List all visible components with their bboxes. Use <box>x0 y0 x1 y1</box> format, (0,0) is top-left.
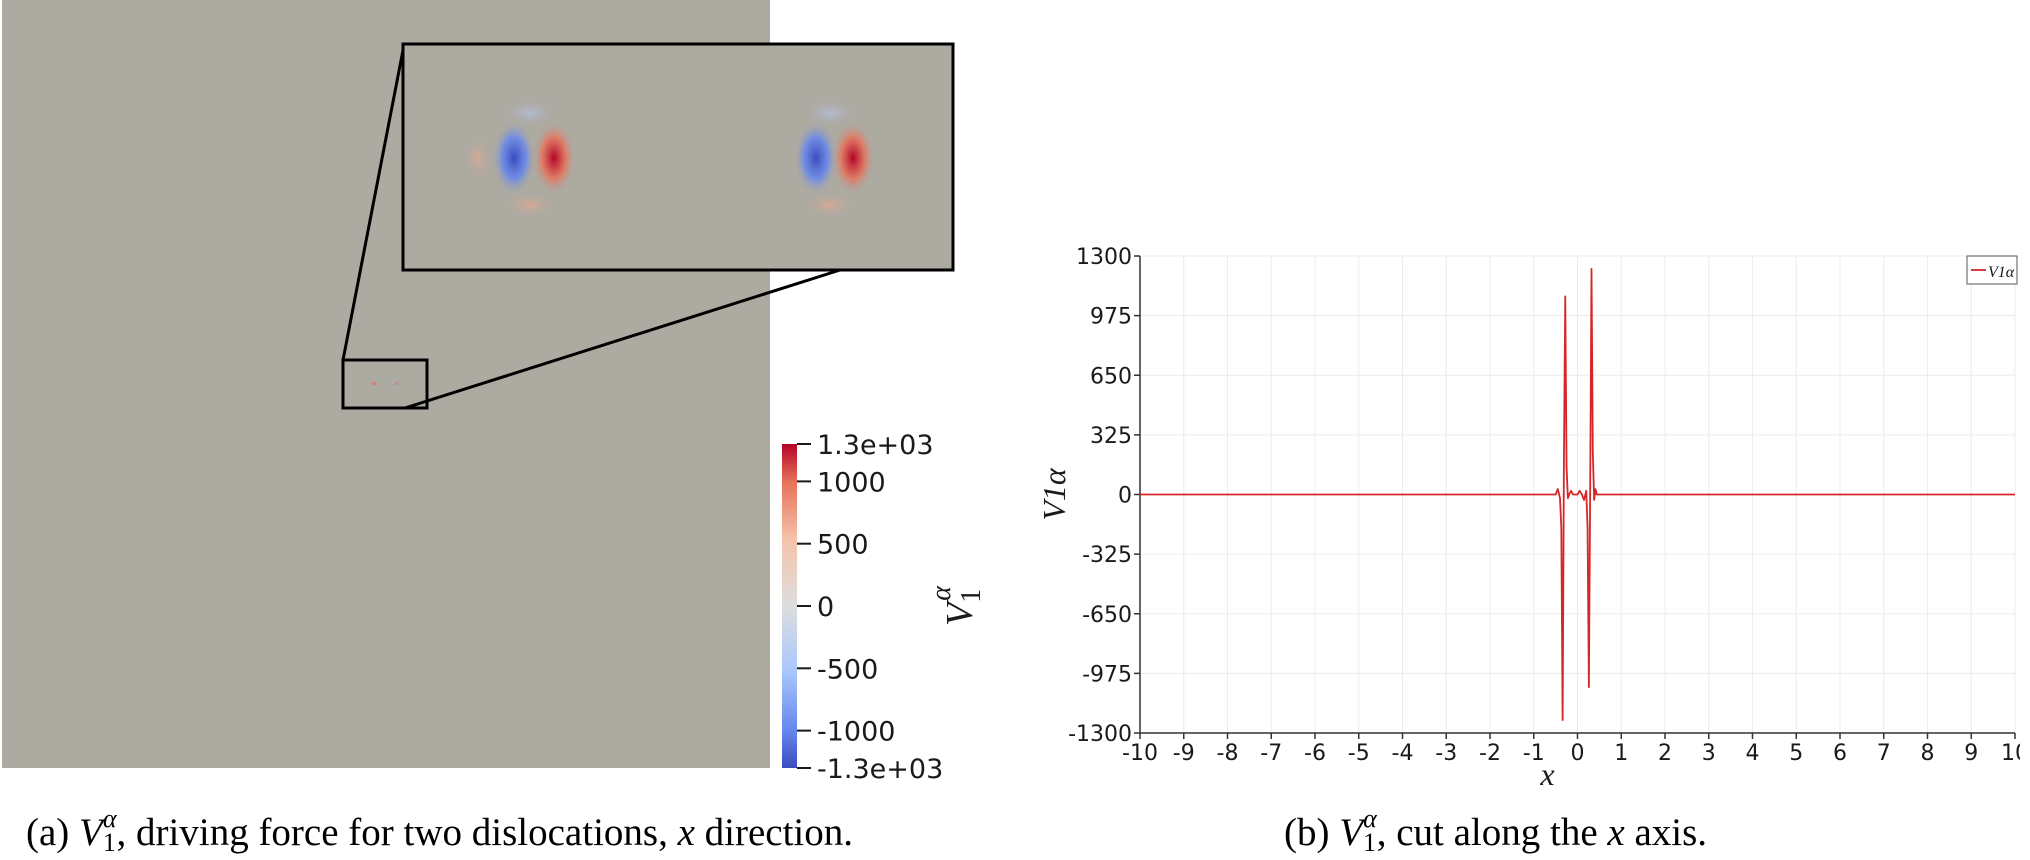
x-tick-label: -3 <box>1435 741 1457 766</box>
dislocation-left-blue-lobe <box>492 120 536 196</box>
x-tick-label: -4 <box>1392 741 1414 766</box>
zoom-connector-bottom <box>404 268 841 410</box>
y-tick-label: -975 <box>1082 662 1132 687</box>
tiny-dislocation-left <box>372 382 376 385</box>
colorbar-tick-label: -1.3e+03 <box>817 754 943 785</box>
dislocation-left-halo-side <box>464 134 492 182</box>
tiny-dislocation-right <box>395 382 399 385</box>
caption-a: (a) Vα 1, driving force for two dislocati… <box>26 804 854 857</box>
colorbar: 1.3e+03 1000 500 0 -500 -1000 -1.3e+03 V1α <box>782 430 987 785</box>
y-tick-label: -650 <box>1082 603 1132 628</box>
y-tick-label: 975 <box>1090 305 1132 330</box>
x-tick-label: 3 <box>1702 741 1716 766</box>
x-tick-label: 2 <box>1658 741 1672 766</box>
colorbar-tick-label: -500 <box>817 654 878 685</box>
y-tick-label: 650 <box>1090 364 1132 389</box>
x-tick-label: -5 <box>1348 741 1370 766</box>
x-tick-label: -6 <box>1304 741 1326 766</box>
zoom-inset <box>401 42 955 272</box>
x-tick-label: 5 <box>1789 741 1803 766</box>
x-tick-label: 0 <box>1571 741 1585 766</box>
chart-axes: -10-9-8-7-6-5-4-3-2-10123456789101300975… <box>1036 245 2020 790</box>
x-tick-label: 8 <box>1921 741 1935 766</box>
x-tick-label: 4 <box>1746 741 1760 766</box>
line-chart: -10-9-8-7-6-5-4-3-2-10123456789101300975… <box>1036 245 2020 790</box>
y-axis-label: V1α <box>1036 467 1072 521</box>
dislocation-right-red-lobe <box>831 120 875 196</box>
legend-label: V1α <box>1988 264 2015 281</box>
x-tick-label: 9 <box>1964 741 1978 766</box>
series-line <box>1140 267 2015 722</box>
chart-series <box>1140 267 2015 722</box>
dislocation-right-halo-bottom <box>802 191 858 219</box>
y-tick-label: 1300 <box>1076 245 1132 270</box>
x-tick-label: 6 <box>1833 741 1847 766</box>
colorbar-title: V1α <box>926 585 987 626</box>
x-axis-label: x <box>1539 756 1554 790</box>
colorbar-tick-label: 500 <box>817 530 869 561</box>
zoom-connector-top <box>341 44 406 361</box>
zoom-region-box <box>341 358 429 410</box>
colorbar-tick-label: 1.3e+03 <box>817 430 934 461</box>
x-tick-label: -10 <box>1122 741 1158 766</box>
colorbar-tick-label: 0 <box>817 592 834 623</box>
y-tick-label: 0 <box>1118 484 1132 509</box>
colorbar-gradient <box>782 444 797 768</box>
x-tick-label: 7 <box>1877 741 1891 766</box>
y-tick-label: -1300 <box>1068 722 1132 747</box>
colorbar-tick-label: 1000 <box>817 467 886 498</box>
dislocation-left-red-lobe <box>532 120 576 196</box>
x-tick-label: -7 <box>1260 741 1282 766</box>
field-plot-panel: 1.3e+03 1000 500 0 -500 -1000 -1.3e+03 V1α <box>2 0 987 785</box>
y-tick-label: 325 <box>1090 424 1132 449</box>
x-tick-label: -2 <box>1479 741 1501 766</box>
dislocation-left-halo-bottom <box>502 191 558 219</box>
x-tick-label: -1 <box>1523 741 1545 766</box>
x-tick-label: -9 <box>1173 741 1195 766</box>
dislocation-right-blue-lobe <box>794 120 838 196</box>
y-tick-label: -325 <box>1082 543 1132 568</box>
caption-b: (b) Vα 1, cut along the x axis. <box>1284 804 1708 857</box>
x-tick-label: -8 <box>1217 741 1239 766</box>
chart-legend: V1α <box>1966 255 2018 285</box>
x-tick-label: 10 <box>2001 741 2020 766</box>
dislocation-left-halo-top <box>502 99 558 127</box>
x-tick-label: 1 <box>1614 741 1628 766</box>
colorbar-tick-label: -1000 <box>817 717 895 748</box>
